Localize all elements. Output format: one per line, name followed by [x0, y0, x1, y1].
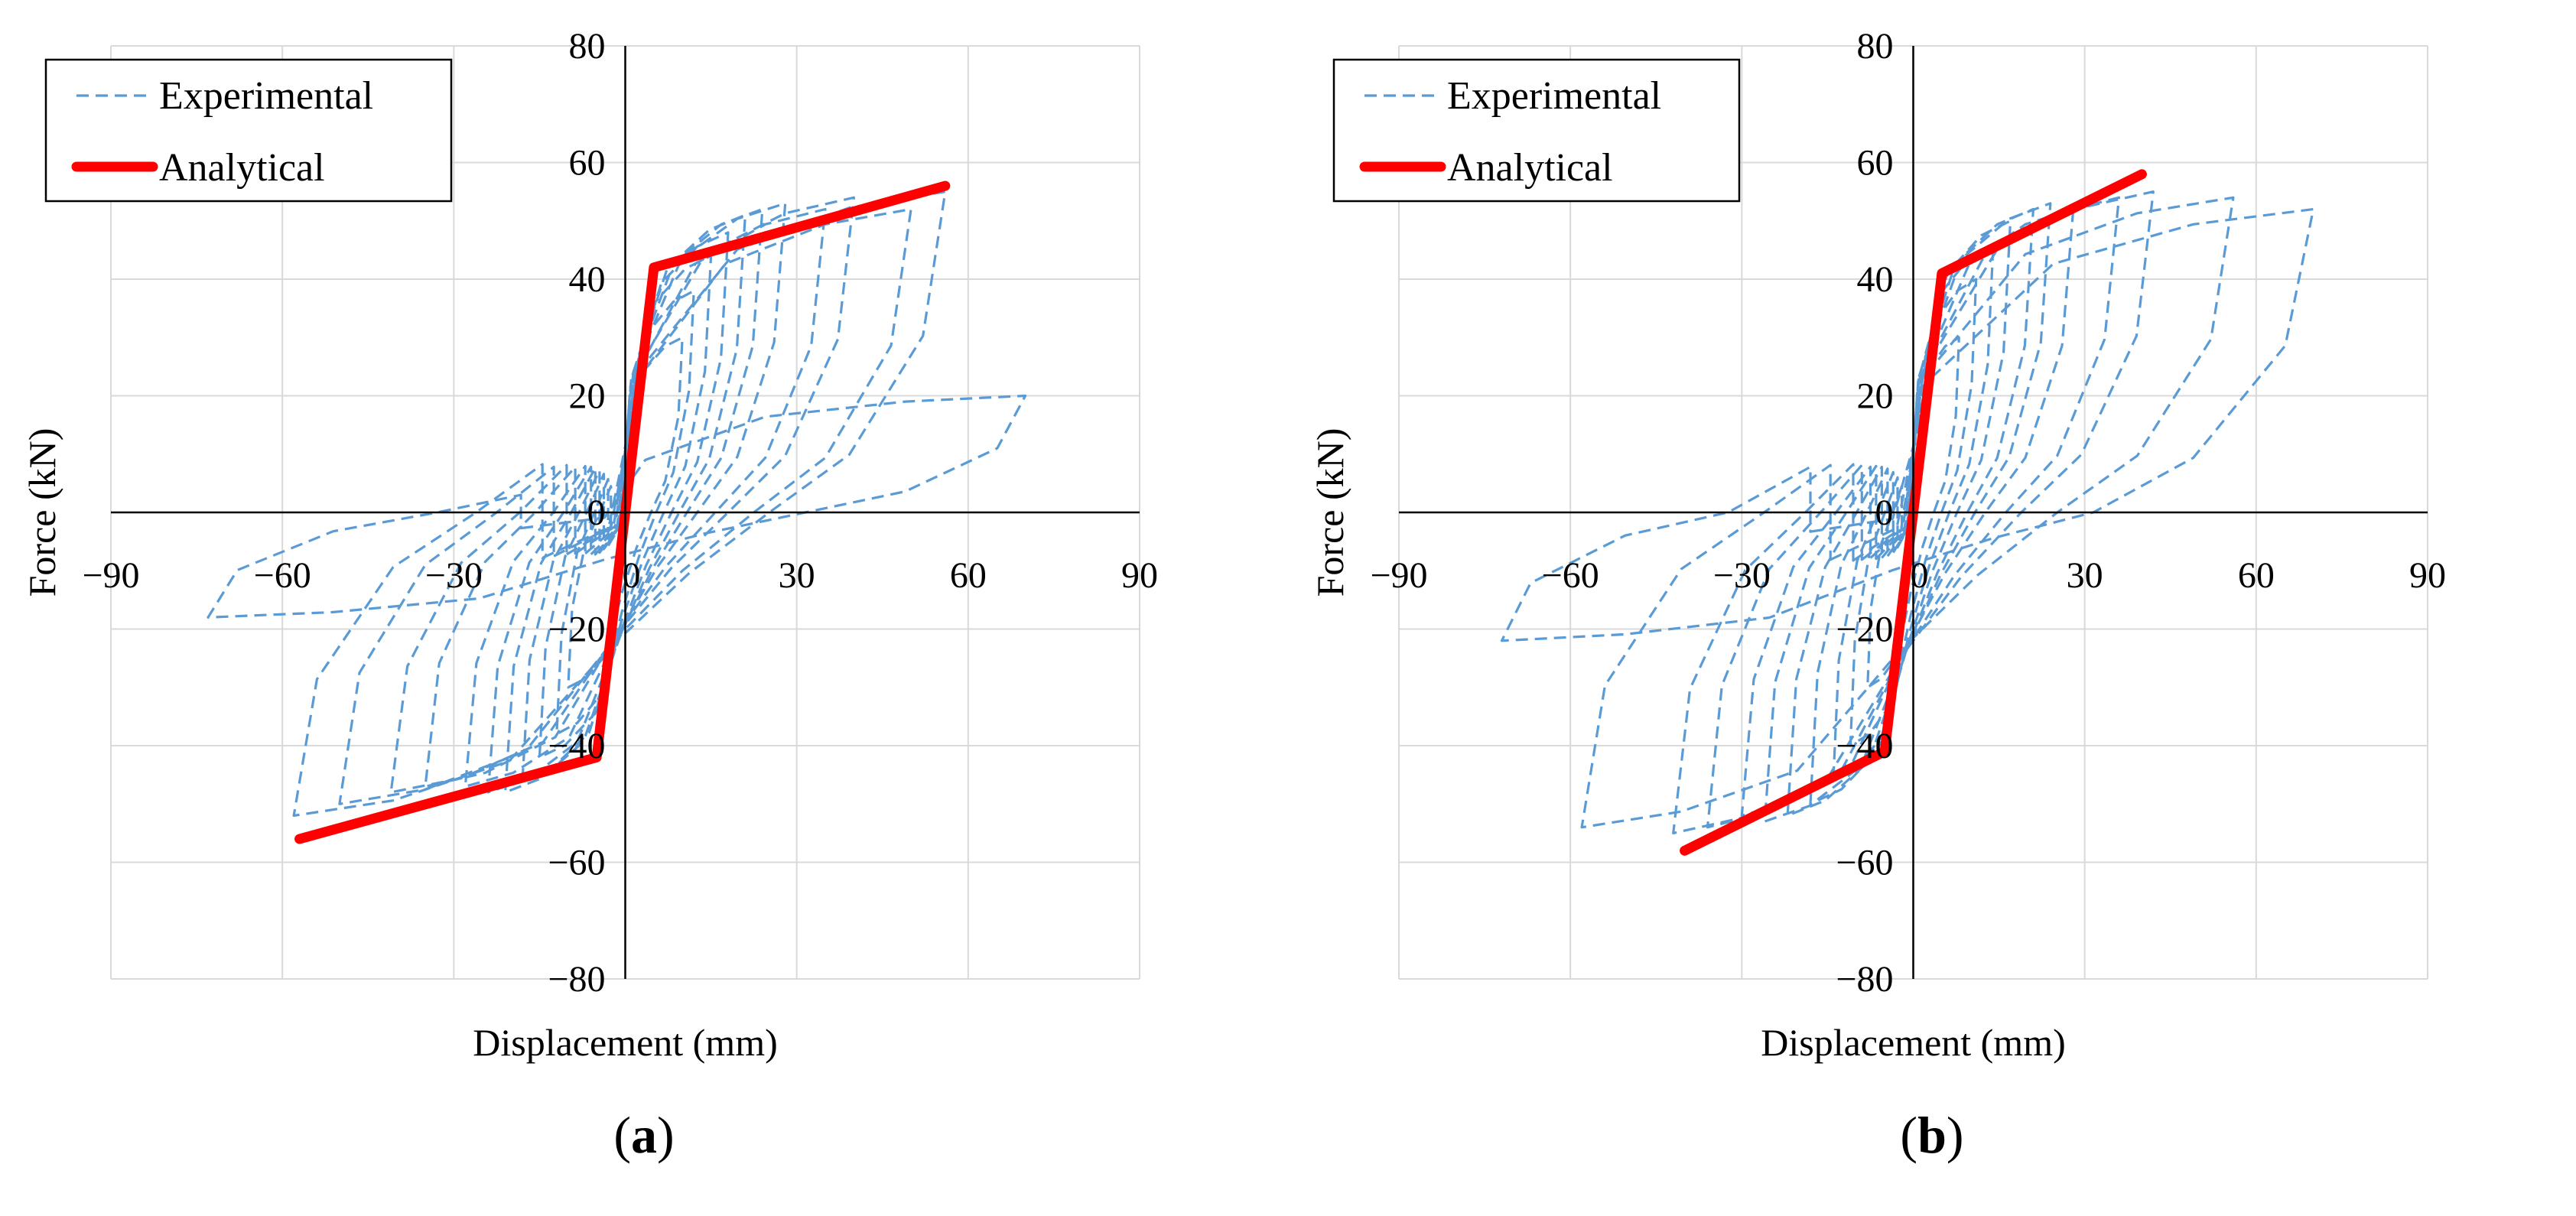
legend: Experimental Analytical	[44, 58, 453, 203]
chart-panel-b: −80 −60 −40 −20 0 20 40 60 80 −90 −60 −30 0 30 60 90 Dis…	[1288, 0, 2576, 1216]
experimental-loop	[1763, 202, 2052, 823]
y-tick-label: 20	[569, 376, 606, 417]
chart-panel-a: −80 −60 −40 −20 0 20 40 60 80 −90 −60 −30 0 30 60 90 Dis…	[21, 26, 1158, 1164]
legend-experimental-label: Experimental	[1447, 74, 1661, 118]
x-axis-title: Displacement (mm)	[473, 1021, 778, 1064]
y-tick-label: −20	[548, 610, 605, 650]
x-tick-label: −60	[254, 555, 311, 596]
y-tick-label: 60	[569, 143, 606, 184]
legend-box	[1332, 58, 1741, 203]
x-tick-label: 60	[2238, 555, 2275, 596]
experimental-loop	[538, 254, 713, 759]
experimental-loop	[1706, 196, 2121, 829]
x-tick-label: −90	[1370, 555, 1427, 596]
x-tick-label: 0	[1911, 555, 1929, 596]
experimental-loop	[1672, 190, 2155, 834]
legend-analytical-label: Analytical	[1447, 146, 1613, 190]
y-axis-title: Force (kN)	[1309, 428, 1351, 597]
y-tick-label: −40	[1836, 726, 1893, 766]
experimental-loop	[521, 231, 730, 782]
x-tick-label: 0	[623, 555, 641, 596]
experimental-loop	[1500, 207, 2315, 642]
x-tick-label: 60	[950, 555, 987, 596]
y-tick-label: 80	[1857, 26, 1894, 67]
x-tick-label: 30	[779, 555, 815, 596]
y-tick-label: 40	[1857, 259, 1894, 300]
x-tick-label: 30	[2067, 555, 2103, 596]
experimental-loop	[504, 213, 746, 794]
experimental-loop	[292, 190, 947, 818]
experimental-series	[207, 190, 1027, 818]
x-tick-label: 90	[2409, 555, 2446, 596]
chart-a: −80 −60 −40 −20 0 20 40 60 80 −90 −60 −30 0 30 60 90 Dis…	[21, 26, 1158, 1064]
y-tick-label: −60	[1836, 843, 1893, 883]
panel-caption-b: (b)	[1900, 1106, 1964, 1164]
y-tick-label: 20	[1857, 376, 1894, 417]
experimental-loop	[1740, 207, 2075, 818]
experimental-loop	[1580, 196, 2235, 829]
y-tick-label: 0	[587, 493, 606, 533]
experimental-loop	[338, 207, 912, 805]
experimental-loop	[424, 207, 827, 788]
x-tick-label: 90	[1121, 555, 1158, 596]
x-tick-label: −90	[82, 555, 139, 596]
y-tick-label: −60	[548, 843, 605, 883]
experimental-loop	[207, 394, 1027, 619]
y-axis-title: Force (kN)	[21, 428, 63, 597]
legend-experimental-label: Experimental	[159, 74, 373, 118]
y-tick-label: −80	[1836, 959, 1893, 1000]
x-axis-title: Displacement (mm)	[1761, 1021, 2066, 1064]
panel-caption-b-letter: b	[1917, 1106, 1947, 1164]
y-tick-label: −80	[548, 959, 605, 1000]
y-tick-label: 0	[1875, 493, 1894, 533]
y-tick-label: −20	[1836, 610, 1893, 650]
y-tick-label: 40	[569, 259, 606, 300]
legend: Experimental Analytical	[1332, 58, 1741, 203]
x-tick-label: −30	[1713, 555, 1771, 596]
panel-caption-a-letter: a	[631, 1106, 657, 1164]
panel-caption-a: (a)	[613, 1106, 675, 1164]
legend-box	[44, 58, 453, 203]
y-tick-label: 80	[569, 26, 606, 67]
x-tick-label: −60	[1542, 555, 1599, 596]
legend-analytical-label: Analytical	[159, 146, 325, 190]
chart-b: −80 −60 −40 −20 0 20 40 60 80 −90 −60 −30 0 30 60 90 Dis…	[1309, 26, 2446, 1064]
x-tick-label: −30	[425, 555, 483, 596]
y-tick-label: −40	[548, 726, 605, 766]
y-tick-label: 60	[1857, 143, 1894, 184]
